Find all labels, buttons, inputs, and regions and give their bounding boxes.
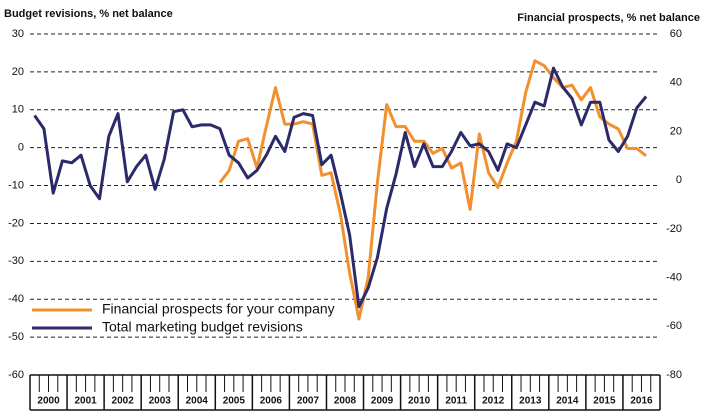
y2-tick-label: -60 [666, 320, 682, 332]
x-tick-label: 2014 [556, 396, 579, 407]
x-tick-label: 2007 [297, 396, 320, 407]
legend-label: Financial prospects for your company [102, 301, 335, 317]
y2-tick-label: 20 [670, 125, 682, 137]
x-tick-label: 2006 [260, 396, 283, 407]
x-tick-label: 2004 [186, 396, 209, 407]
x-tick-label: 2011 [445, 396, 467, 407]
y2-tick-label: -80 [666, 369, 682, 381]
x-tick-label: 2016 [630, 396, 653, 407]
y-tick-label: -20 [8, 217, 24, 229]
y-tick-label: -40 [8, 293, 24, 305]
y-tick-label: -60 [8, 369, 24, 381]
y2-tick-label: 40 [670, 77, 682, 89]
x-tick-label: 2002 [112, 396, 135, 407]
x-tick-label: 2012 [482, 396, 505, 407]
y-tick-label: -50 [8, 331, 24, 343]
x-tick-label: 2008 [334, 396, 357, 407]
y2-tick-label: -40 [666, 271, 682, 283]
y-tick-label: -30 [8, 255, 24, 267]
y-tick-label: 30 [12, 28, 24, 40]
y-tick-label: 0 [18, 142, 24, 154]
y2-axis-title: Financial prospects, % net balance [517, 12, 700, 24]
y-tick-label: 20 [12, 66, 24, 78]
y2-tick-label: 60 [670, 28, 682, 40]
x-tick-label: 2003 [149, 396, 172, 407]
series-line [33, 66, 648, 309]
legend-label: Total marketing budget revisions [102, 319, 303, 335]
x-tick-label: 2005 [223, 396, 246, 407]
y2-tick-label: -20 [666, 223, 682, 235]
y-axis-title: Budget revisions, % net balance [4, 8, 173, 20]
y-tick-label: -10 [8, 179, 24, 191]
x-tick-label: 2009 [371, 396, 394, 407]
x-tick-label: 2015 [593, 396, 616, 407]
x-tick-label: 2000 [37, 396, 60, 407]
y2-tick-label: 0 [676, 174, 682, 186]
x-tick-label: 2001 [74, 396, 97, 407]
x-tick-label: 2010 [408, 396, 431, 407]
series-line [218, 59, 648, 321]
y-tick-label: 10 [12, 104, 24, 116]
x-tick-label: 2013 [519, 396, 542, 407]
